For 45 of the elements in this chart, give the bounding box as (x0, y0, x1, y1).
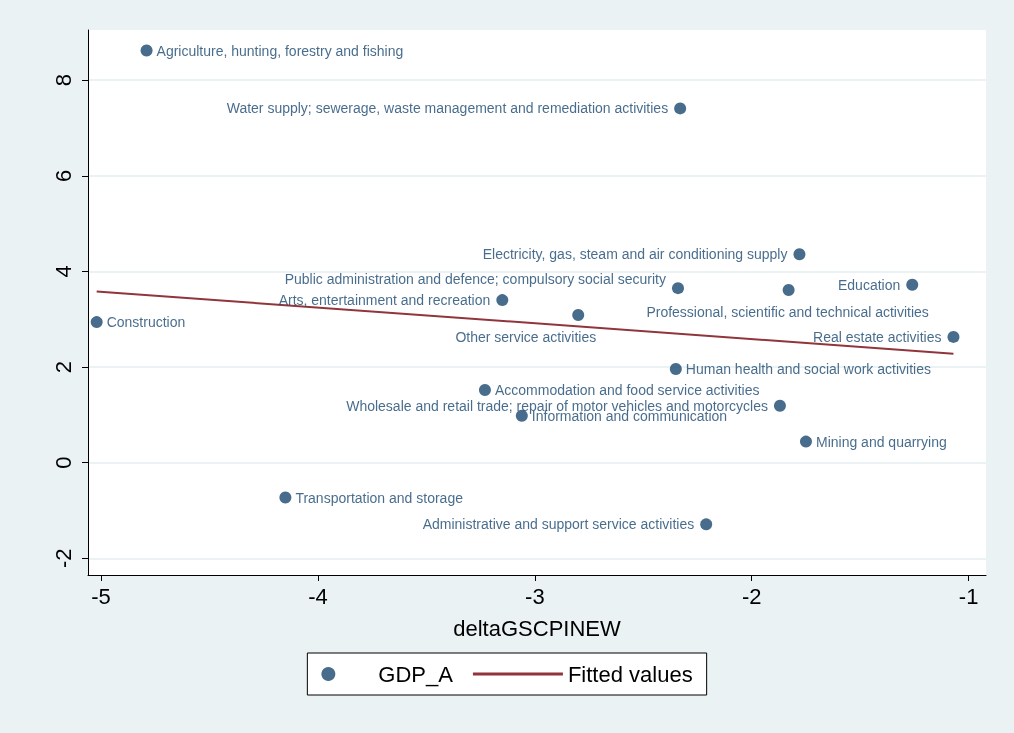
point (572, 308, 585, 321)
point (793, 248, 806, 261)
point (700, 518, 713, 531)
data-label: Human health and social work activities (685, 360, 931, 377)
data-label: Transportation and storage (295, 489, 464, 506)
data-label: Accommodation and food service activities (494, 381, 760, 398)
legend-label: GDP_A (378, 661, 454, 687)
point (773, 399, 786, 412)
data-label: Arts, entertainment and recreation (278, 292, 491, 309)
y-tick-label: -2 (50, 548, 76, 569)
data-label: Administrative and support service activities (422, 516, 695, 533)
y-tick-label: 8 (50, 74, 76, 87)
x-tick-label: -2 (741, 583, 762, 609)
y-tick-label: 2 (50, 360, 76, 374)
data-label: Public administration and defence; compulsory social security (284, 271, 666, 288)
point (496, 294, 509, 307)
point (279, 491, 292, 504)
data-label: Agriculture, hunting, forestry and fishing (156, 42, 404, 59)
point (140, 44, 153, 57)
y-tick-label: 6 (50, 169, 76, 182)
data-label: Real estate activities (813, 328, 942, 345)
data-label: Electricity, gas, steam and air conditioning supply (482, 246, 788, 263)
data-label: Professional, scientific and technical activities (646, 304, 929, 321)
data-label: Water supply; sewerage, waste management and remediation activities (226, 100, 669, 117)
point (782, 284, 795, 297)
point (906, 278, 919, 291)
x-tick-label: -1 (958, 583, 979, 609)
data-label: Education (837, 276, 901, 293)
legend-label: Fitted values (567, 661, 693, 687)
point (799, 435, 812, 448)
y-tick-label: 4 (50, 265, 76, 278)
data-label: Construction (106, 314, 186, 331)
data-label: Mining and quarrying (815, 433, 947, 450)
x-tick-label: -5 (91, 583, 111, 609)
point (669, 362, 682, 375)
y-tick-label: 0 (50, 456, 76, 469)
x-tick-label: -3 (525, 583, 545, 609)
point (672, 282, 684, 295)
data-label: Other service activities (455, 328, 597, 345)
point (478, 383, 491, 396)
point (947, 330, 960, 343)
x-axis-title: deltaGSCPINEW (453, 615, 621, 641)
point (674, 102, 687, 115)
point (90, 316, 103, 329)
x-tick-label: -4 (308, 583, 328, 609)
